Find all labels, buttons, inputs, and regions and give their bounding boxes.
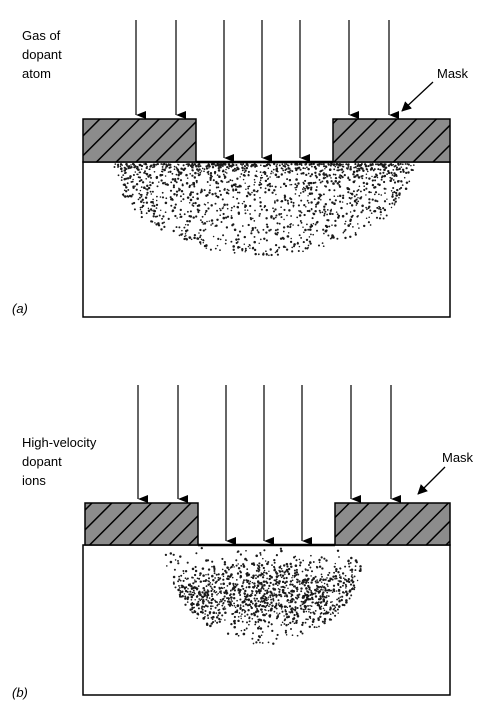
panel-a-mask-label: Mask: [437, 66, 469, 81]
panel-a-source-label: Gas of dopant atom: [22, 28, 65, 81]
panel-b-source-line-1: High-velocity: [22, 435, 97, 450]
panel-b-mask-pointer-arrow: [417, 466, 446, 495]
panel-a-source-line-1: Gas of: [22, 28, 61, 43]
panel-b-mask-right: [334, 502, 451, 546]
panel-b-source-line-3: ions: [22, 473, 46, 488]
panel-a-source-line-2: dopant: [22, 47, 62, 62]
panel-b-source-label: High-velocity dopant ions: [22, 435, 100, 488]
panel-a-dopant-arrows: [135, 20, 399, 162]
panel-a-mask-pointer-arrow: [401, 81, 434, 112]
panel-b-substrate: [82, 544, 451, 696]
panel-a-source-line-3: atom: [22, 66, 51, 81]
panel-a-mask-right: [332, 118, 451, 163]
panel-b-ion-arrows: [137, 385, 401, 545]
panel-a-tag: (a): [12, 301, 28, 316]
panel-b-tag: (b): [12, 685, 28, 700]
panel-b-mask-label: Mask: [442, 450, 474, 465]
panel-b-mask-left: [84, 502, 199, 546]
panel-a: Gas of dopant atom Mask (a): [12, 20, 469, 318]
panel-b-source-line-2: dopant: [22, 454, 62, 469]
panel-a-mask-left: [82, 118, 197, 163]
panel-b-implanted-region: [164, 546, 362, 645]
panel-a-doped-region: [113, 162, 415, 257]
panel-b: High-velocity dopant ions Mask (b): [12, 385, 474, 700]
